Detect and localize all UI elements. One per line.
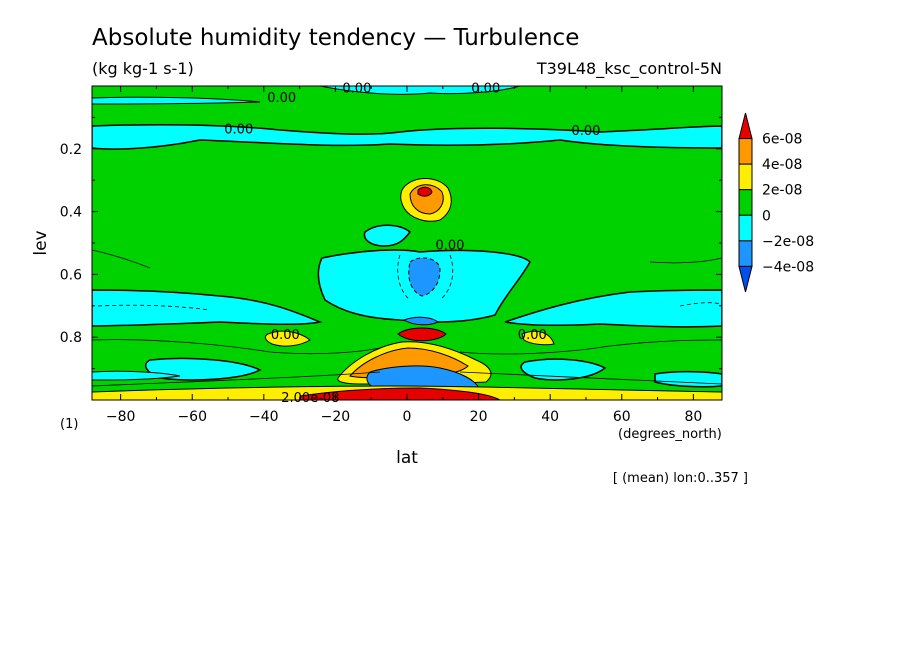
contour-label: 0.00	[224, 122, 253, 137]
x-tick-label: 0	[403, 409, 412, 425]
contour-label: 0.00	[572, 124, 601, 139]
contour-label: 0.00	[518, 328, 547, 343]
chart-title: Absolute humidity tendency — Turbulence	[92, 25, 579, 51]
contour-region-negative	[654, 370, 722, 388]
x-tick-label: −80	[106, 409, 136, 425]
y-axis: 0.2 0.4 0.6 0.8	[60, 116, 722, 370]
contour-region-negative	[319, 86, 521, 95]
x-tick-label: 40	[541, 409, 559, 425]
contour-region-positive-3	[397, 327, 447, 342]
contour-region-negative	[504, 289, 722, 328]
x-axis-units: (degrees_north)	[618, 427, 722, 442]
contour-region-negative-2	[402, 316, 439, 326]
contour-field	[92, 86, 722, 400]
y-tick-label: 0.4	[60, 205, 82, 221]
contour-region-positive	[521, 330, 555, 346]
contour-label: 0.00	[267, 91, 296, 106]
contour-lines	[92, 249, 722, 387]
contour-labels: 0.00 0.00 0.00 0.00 0.00 0.00 0.00 0.00 2.00e-08	[224, 82, 600, 406]
x-tick-label: −40	[249, 409, 279, 425]
y-axis-label: lev	[31, 230, 51, 255]
contour-region-positive	[264, 330, 311, 347]
x-axis: −80 −60 −40 −20 0 20 40 60 80	[106, 86, 702, 425]
contour-label: 0.00	[435, 239, 464, 254]
colorbar-label: 0	[762, 208, 771, 224]
experiment-label: T39L48_ksc_control-5N	[536, 59, 722, 79]
y-tick-label: 0.6	[60, 267, 82, 283]
negative-contour-lines	[97, 254, 722, 311]
x-tick-label: 80	[684, 409, 702, 425]
colorbar-label: 2e-08	[762, 183, 802, 199]
colorbar-swatch	[738, 138, 753, 165]
x-tick-label: 60	[613, 409, 631, 425]
colorbar-label: −2e-08	[762, 234, 814, 250]
x-tick-label: −60	[177, 409, 207, 425]
contour-region-positive-3	[417, 186, 433, 197]
contour-region-negative	[92, 289, 323, 327]
contour-region-negative	[363, 224, 412, 247]
y-tick-label: 0.8	[60, 330, 82, 346]
colorbar-bottom-arrow	[738, 265, 753, 293]
y-axis-units: (1)	[60, 417, 78, 432]
contour-label: 2.00e-08	[281, 391, 339, 406]
colorbar-swatch	[738, 240, 753, 267]
colorbar-swatch	[738, 214, 753, 242]
chart-units: (kg kg-1 s-1)	[92, 59, 194, 78]
contour-region-negative	[92, 96, 261, 105]
contour-region-positive-3	[299, 387, 501, 400]
mean-note: [ (mean) lon:0..357 ]	[613, 471, 748, 486]
colorbar-label: 6e-08	[762, 132, 802, 148]
colorbar-label: −4e-08	[762, 259, 814, 275]
colorbar: 6e-08 4e-08 2e-08 0 −2e-08 −4e-08	[738, 112, 814, 293]
y-tick-label: 0.2	[60, 142, 82, 158]
colorbar-top-arrow	[738, 112, 753, 140]
x-tick-label: 20	[470, 409, 488, 425]
colorbar-label: 4e-08	[762, 157, 802, 173]
colorbar-swatch	[738, 163, 753, 191]
x-tick-label: −20	[321, 409, 351, 425]
contour-region-negative-2	[408, 257, 441, 297]
contour-label: 0.00	[342, 82, 371, 97]
contour-label: 0.00	[271, 328, 300, 343]
x-axis-label: lat	[396, 448, 418, 468]
contour-label: 0.00	[471, 82, 500, 97]
contour-region-negative	[92, 124, 722, 150]
colorbar-swatch	[738, 189, 753, 216]
contour-region-negative	[92, 370, 181, 381]
